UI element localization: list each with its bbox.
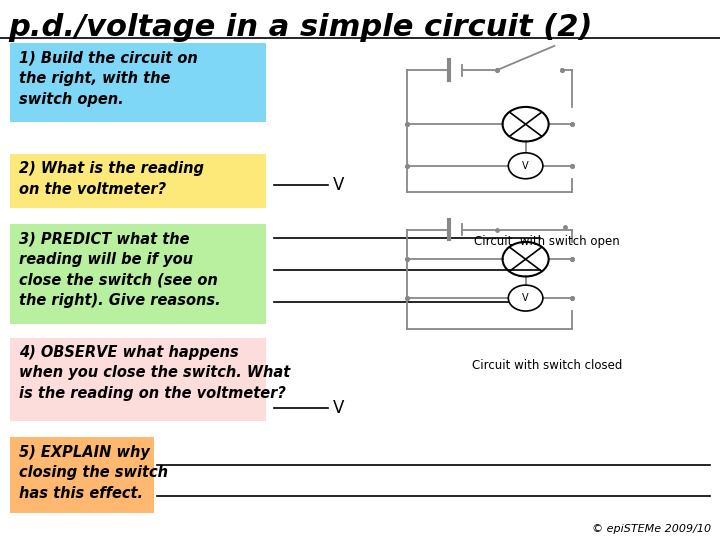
Text: Circuit with switch closed: Circuit with switch closed [472,359,622,372]
Text: 2) What is the reading
on the voltmeter?: 2) What is the reading on the voltmeter? [19,161,204,197]
Text: p.d./voltage in a simple circuit (2): p.d./voltage in a simple circuit (2) [9,14,593,43]
Text: V: V [522,161,529,171]
Bar [10,338,266,421]
Circle shape [508,285,543,311]
Text: Circuit  with switch open: Circuit with switch open [474,235,620,248]
Text: 5) EXPLAIN why
closing the switch
has this effect.: 5) EXPLAIN why closing the switch has th… [19,445,168,501]
Text: 4) OBSERVE what happens
when you close the switch. What
is the reading on the vo: 4) OBSERVE what happens when you close t… [19,345,290,401]
Text: V: V [333,176,345,194]
Bar [10,437,154,513]
Text: 3) PREDICT what the
reading will be if you
close the switch (see on
the right). : 3) PREDICT what the reading will be if y… [19,232,220,308]
Text: V: V [522,293,529,303]
Bar [10,154,266,208]
Text: © epiSTEMe 2009/10: © epiSTEMe 2009/10 [593,523,711,534]
Bar [10,224,266,324]
Bar [10,43,266,122]
Circle shape [508,153,543,179]
Text: 1) Build the circuit on
the right, with the
switch open.: 1) Build the circuit on the right, with … [19,51,197,106]
Text: V: V [333,399,345,417]
